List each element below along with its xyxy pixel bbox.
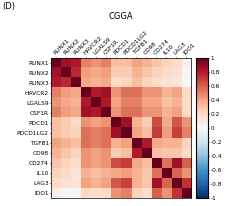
Title: CGGA: CGGA bbox=[109, 12, 133, 21]
Text: (D): (D) bbox=[2, 2, 15, 11]
